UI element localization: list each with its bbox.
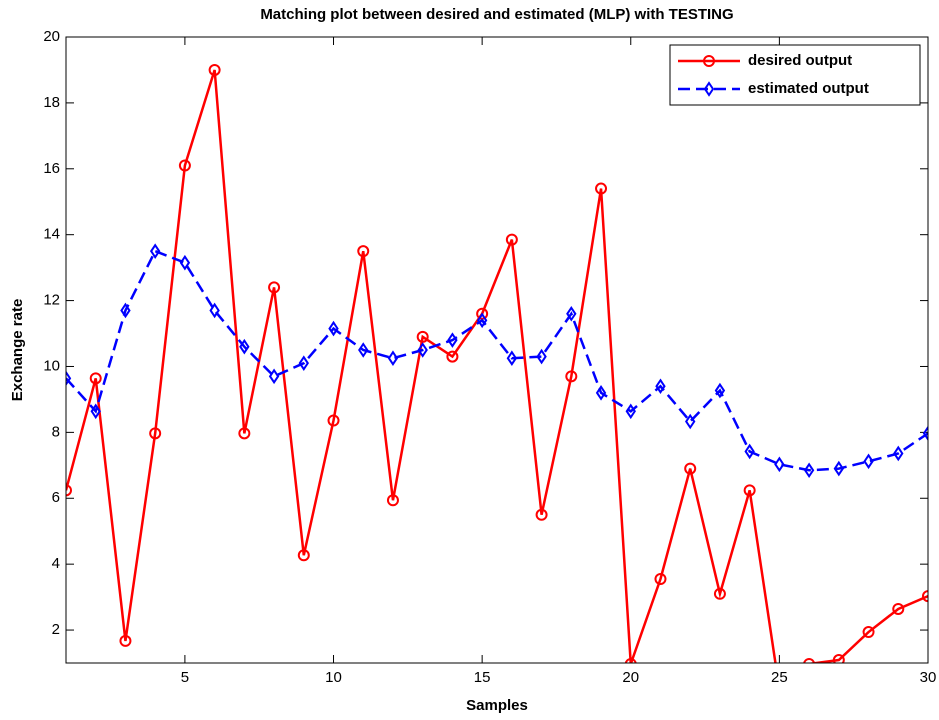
y-axis-label: Exchange rate (9, 299, 26, 402)
marker (654, 572, 667, 585)
marker (90, 403, 101, 420)
marker (120, 302, 131, 319)
marker (803, 657, 816, 663)
marker (268, 281, 281, 294)
marker (803, 462, 815, 479)
marker (357, 245, 370, 258)
marker (774, 456, 785, 473)
marker (298, 355, 309, 371)
marker (209, 302, 220, 319)
marker (922, 425, 928, 442)
x-tick-label: 10 (325, 669, 342, 686)
marker (892, 602, 905, 615)
marker (743, 484, 756, 497)
marker (447, 332, 458, 348)
marker (417, 342, 428, 358)
marker (358, 342, 369, 358)
marker (239, 338, 250, 355)
marker (119, 634, 132, 647)
marker (624, 657, 637, 663)
marker (922, 590, 928, 603)
y-tick-label: 2 (52, 621, 60, 638)
marker (595, 385, 607, 401)
marker (625, 403, 636, 420)
marker (476, 307, 489, 320)
chart-title: Matching plot between desired and estima… (260, 6, 733, 23)
legend-marker (703, 55, 715, 67)
marker (863, 453, 874, 470)
ticks: 2 4 6 8 10 12 14 16 18 20 5 10 15 20 25 30 (43, 28, 936, 686)
marker (565, 370, 578, 383)
marker (238, 427, 251, 440)
x-tick-label: 30 (920, 669, 937, 686)
marker (149, 427, 162, 440)
marker (328, 320, 339, 337)
marker (446, 350, 459, 363)
marker (595, 182, 608, 195)
marker (149, 243, 161, 259)
y-tick-label: 4 (52, 555, 60, 572)
marker (476, 312, 488, 329)
series-line (66, 249, 928, 472)
plot-area (66, 63, 928, 663)
legend-label: estimated output (748, 80, 869, 97)
marker (506, 350, 518, 367)
marker (566, 305, 577, 322)
legend-box (669, 44, 921, 106)
marker (685, 413, 696, 430)
marker (89, 372, 102, 385)
y-tick-label: 8 (52, 423, 60, 440)
marker (66, 484, 72, 497)
marker (178, 159, 191, 172)
marker (832, 654, 845, 663)
marker (833, 460, 845, 477)
marker (744, 443, 755, 460)
legend: desired output estimated output (669, 44, 921, 106)
y-tick-label: 6 (52, 489, 60, 506)
legend-marker (703, 81, 715, 97)
marker (327, 414, 340, 427)
marker (536, 348, 547, 365)
x-tick-label: 25 (771, 669, 788, 686)
x-tick-label: 5 (181, 669, 189, 686)
x-tick-label: 20 (622, 669, 639, 686)
y-tick-label: 10 (43, 357, 60, 374)
y-tick-label: 12 (43, 292, 60, 309)
y-tick-label: 18 (43, 94, 60, 111)
marker (505, 233, 518, 246)
axes-box (65, 36, 929, 664)
marker (297, 549, 310, 562)
y-tick-label: 20 (43, 28, 60, 45)
series-line (66, 69, 928, 663)
marker (862, 626, 875, 639)
marker (684, 462, 697, 475)
marker (713, 587, 726, 600)
y-tick-label: 16 (43, 160, 60, 177)
marker (535, 508, 548, 521)
marker (387, 350, 399, 367)
x-tick-label: 15 (474, 669, 491, 686)
marker (268, 368, 280, 385)
x-axis-label: Samples (466, 697, 528, 714)
legend-label: desired output (748, 52, 852, 69)
marker (893, 445, 904, 462)
marker (655, 378, 666, 395)
marker (66, 370, 72, 387)
marker (416, 330, 429, 343)
marker (386, 494, 399, 507)
marker (179, 254, 191, 271)
marker (714, 382, 726, 399)
y-tick-label: 14 (43, 226, 60, 243)
marker (208, 63, 221, 76)
